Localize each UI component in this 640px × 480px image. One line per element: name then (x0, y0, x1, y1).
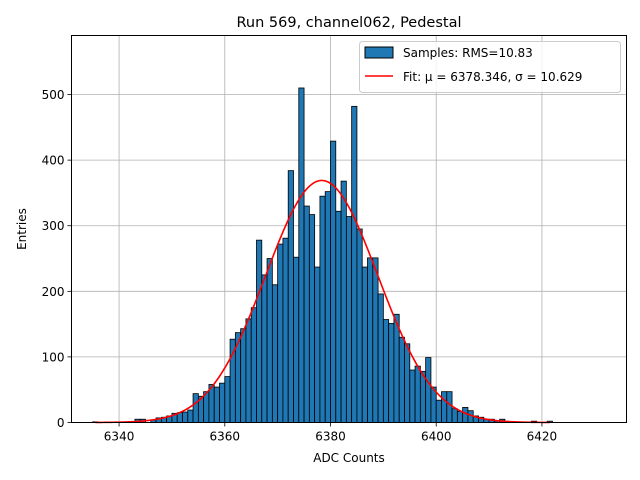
histogram-bar (361, 266, 368, 423)
histogram-bar (441, 391, 448, 423)
histogram-bar (287, 170, 294, 423)
x-axis-label: ADC Counts (313, 451, 385, 465)
histogram-bar (303, 205, 310, 423)
x-tick-label: 6380 (315, 430, 346, 444)
histogram-bar (229, 338, 236, 423)
histogram-bar (203, 391, 210, 423)
x-tick-label: 6340 (104, 430, 135, 444)
y-axis-label: Entries (15, 208, 29, 250)
chart-title: Run 569, channel062, Pedestal (236, 15, 461, 31)
histogram-bar (224, 376, 231, 423)
histogram-bar (451, 408, 458, 423)
x-axis-ticks: 6340 6360 6380 6400 6420 (104, 422, 558, 444)
histogram-bar (345, 216, 353, 423)
histogram-bar (351, 105, 358, 423)
histogram-bar (435, 399, 442, 423)
histogram-bar (356, 228, 363, 423)
y-tick-label: 400 (42, 154, 65, 168)
histogram-bar (192, 393, 199, 423)
y-axis-ticks: 0 100 200 300 400 500 (42, 88, 72, 430)
x-tick-label: 6420 (527, 430, 558, 444)
y-tick-label: 100 (42, 350, 65, 364)
histogram-bar (456, 410, 464, 423)
histogram-bar (382, 319, 390, 423)
histogram-bar (319, 195, 326, 423)
histogram-bar (293, 256, 300, 423)
histogram-bar (298, 87, 305, 423)
axes-frame (71, 35, 627, 423)
histogram-bar (377, 293, 384, 423)
histogram-bar (324, 191, 331, 423)
histogram-bar (240, 328, 247, 423)
histogram-bar (256, 239, 263, 423)
histogram-bar (182, 411, 189, 423)
histogram-bar (335, 210, 342, 423)
histogram-bar (404, 343, 411, 423)
histogram-bar (219, 382, 226, 423)
x-tick-label: 6400 (421, 430, 452, 444)
histogram-bars (92, 87, 553, 423)
legend-histogram-label: Samples: RMS=10.83 (403, 46, 533, 60)
histogram-bar (398, 336, 405, 423)
x-tick-label: 6360 (210, 430, 241, 444)
histogram-bar (462, 407, 469, 423)
y-tick-label: 200 (42, 285, 65, 299)
y-tick-label: 300 (42, 219, 65, 233)
histogram-bar (282, 237, 289, 423)
histogram-bar (419, 370, 427, 423)
histogram-bar (388, 323, 395, 423)
histogram-bar (250, 307, 257, 423)
histogram-bar (446, 391, 453, 423)
legend: Samples: RMS=10.83 Fit: μ = 6378.346, σ … (359, 41, 621, 93)
y-tick-label: 0 (57, 416, 65, 430)
histogram-bar (213, 386, 220, 423)
histogram-bar (277, 243, 284, 423)
histogram-bar (266, 258, 273, 423)
histogram-bar (425, 357, 432, 423)
legend-histogram-swatch (364, 46, 394, 59)
histogram-bar (314, 266, 321, 423)
histogram-bar (414, 365, 421, 423)
histogram-bar (271, 284, 279, 423)
legend-box (359, 41, 621, 93)
histogram-bar (261, 274, 268, 423)
histogram-bar (245, 318, 252, 423)
fit-curve-group (95, 179, 550, 424)
histogram-bar (409, 369, 416, 423)
histogram-bar (308, 214, 316, 423)
histogram-bar (187, 409, 194, 423)
histogram-bar (340, 180, 347, 423)
legend-fit-label: Fit: μ = 6378.346, σ = 10.629 (403, 70, 582, 84)
histogram-bar (372, 257, 379, 423)
histogram-bar (367, 257, 374, 423)
histogram-bar (393, 313, 400, 423)
fit-curve (95, 179, 550, 424)
y-tick-label: 500 (42, 88, 65, 102)
